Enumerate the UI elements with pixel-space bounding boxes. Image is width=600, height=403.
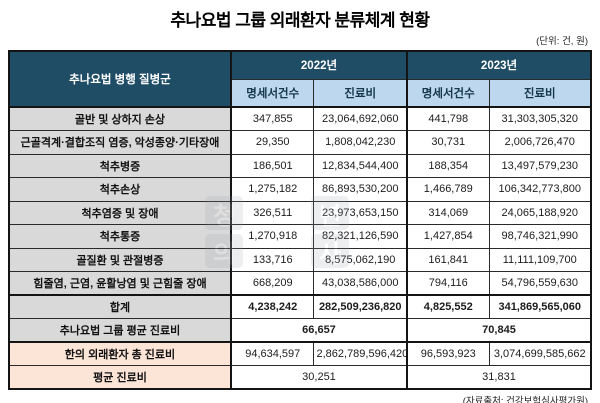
value-cell: 188,354 bbox=[406, 153, 490, 178]
disease-label: 척추통증 bbox=[8, 224, 232, 249]
disease-label: 골질환 및 관절병증 bbox=[8, 247, 232, 272]
disease-label: 척추병증 bbox=[8, 153, 232, 178]
value-cell: 30,731 bbox=[406, 130, 490, 155]
page-title: 추나요법 그룹 외래환자 분류체계 현황 bbox=[170, 11, 430, 30]
value-cell: 3,074,699,585,662 bbox=[488, 341, 592, 366]
table-row: 골반 및 상하지 손상 347,855 23,064,692,060 441,7… bbox=[8, 106, 592, 131]
value-cell: 1,270,918 bbox=[229, 224, 315, 249]
table-row: 척추병증 186,501 12,834,544,400 188,354 13,4… bbox=[8, 153, 592, 178]
column-header-cost-2023: 진료비 bbox=[488, 78, 592, 108]
value-cell: 98,746,321,990 bbox=[488, 224, 592, 249]
value-cell: 54,796,559,630 bbox=[488, 271, 592, 296]
column-header-year-2022: 2022년 bbox=[229, 50, 408, 80]
value-cell: 11,111,109,700 bbox=[488, 247, 592, 272]
value-cell: 441,798 bbox=[406, 106, 490, 131]
value-cell: 314,069 bbox=[406, 200, 490, 225]
value-cell: 341,869,565,060 bbox=[488, 294, 592, 319]
value-cell: 2,862,789,596,420 bbox=[313, 341, 408, 366]
value-cell: 31,831 bbox=[405, 365, 592, 390]
value-cell: 133,716 bbox=[229, 247, 315, 272]
value-cell: 29,350 bbox=[229, 130, 315, 155]
value-cell: 161,841 bbox=[406, 247, 490, 272]
value-cell: 43,038,586,000 bbox=[313, 271, 408, 296]
classification-table: 추나요법 병행 질병군 2022년 2023년 명세서건수 진료비 명세서건수 … bbox=[7, 50, 593, 390]
table-header-row-metrics: 명세서건수 진료비 명세서건수 진료비 bbox=[9, 78, 592, 108]
unit-note: (단위: 건, 원) bbox=[536, 36, 588, 47]
value-cell: 66,657 bbox=[229, 318, 408, 343]
table-row: 힘줄염, 근염, 윤활낭염 및 근힘줄 장애 668,209 43,038,58… bbox=[8, 271, 592, 296]
km-total-label: 한의 외래환자 총 진료비 bbox=[8, 341, 232, 366]
table-row: 근골격계·결합조직 염증, 악성종양·기타장애 29,350 1,808,042… bbox=[8, 130, 592, 155]
disease-label: 척추염증 및 장애 bbox=[8, 200, 232, 225]
table-row: 척추통증 1,270,918 82,321,126,590 1,427,854 … bbox=[8, 224, 592, 249]
value-cell: 1,275,182 bbox=[229, 177, 315, 202]
value-cell: 82,321,126,590 bbox=[313, 224, 408, 249]
group-average-row: 추나요법 그룹 평균 진료비 66,657 70,845 bbox=[8, 318, 592, 343]
value-cell: 668,209 bbox=[229, 271, 315, 296]
total-label: 합계 bbox=[8, 294, 232, 319]
value-cell: 4,825,552 bbox=[406, 294, 490, 319]
disease-label: 척추손상 bbox=[8, 177, 232, 202]
value-cell: 70,845 bbox=[405, 318, 592, 343]
average-row: 평균 진료비 30,251 31,831 bbox=[8, 365, 592, 390]
value-cell: 347,855 bbox=[229, 106, 315, 131]
value-cell: 282,509,236,820 bbox=[313, 294, 408, 319]
table-row: 척추염증 및 장애 326,511 23,973,653,150 314,069… bbox=[8, 200, 592, 225]
value-cell: 4,238,242 bbox=[229, 294, 315, 319]
value-cell: 186,501 bbox=[229, 153, 315, 178]
disease-label: 근골격계·결합조직 염증, 악성종양·기타장애 bbox=[8, 130, 232, 155]
total-row: 합계 4,238,242 282,509,236,820 4,825,552 3… bbox=[8, 294, 592, 319]
column-header-claims-2022: 명세서건수 bbox=[229, 78, 315, 108]
value-cell: 12,834,544,400 bbox=[313, 153, 408, 178]
column-header-claims-2023: 명세서건수 bbox=[406, 78, 490, 108]
value-cell: 30,251 bbox=[229, 365, 408, 390]
value-cell: 326,511 bbox=[229, 200, 315, 225]
group-average-label: 추나요법 그룹 평균 진료비 bbox=[8, 318, 232, 343]
value-cell: 794,116 bbox=[406, 271, 490, 296]
value-cell: 1,466,789 bbox=[406, 177, 490, 202]
table-row: 골질환 및 관절병증 133,716 8,575,062,190 161,841… bbox=[8, 247, 592, 272]
value-cell: 24,065,188,920 bbox=[488, 200, 592, 225]
value-cell: 31,303,305,320 bbox=[488, 106, 592, 131]
value-cell: 23,064,692,060 bbox=[313, 106, 408, 131]
table-row: 척추손상 1,275,182 86,893,530,200 1,466,789 … bbox=[8, 177, 592, 202]
table-header-row-years: 추나요법 병행 질병군 2022년 2023년 bbox=[8, 50, 592, 108]
value-cell: 86,893,530,200 bbox=[313, 177, 408, 202]
average-label: 평균 진료비 bbox=[8, 365, 232, 390]
value-cell: 8,575,062,190 bbox=[313, 247, 408, 272]
value-cell: 2,006,726,470 bbox=[488, 130, 592, 155]
km-total-row: 한의 외래환자 총 진료비 94,634,597 2,862,789,596,4… bbox=[8, 341, 592, 366]
column-header-year-2023: 2023년 bbox=[405, 50, 592, 80]
value-cell: 13,497,579,230 bbox=[488, 153, 592, 178]
column-header-cost-2022: 진료비 bbox=[313, 78, 408, 108]
value-cell: 96,593,923 bbox=[406, 341, 490, 366]
source-note: (자료출처: 건강보험심사평가원) bbox=[462, 396, 588, 403]
column-header-disease-group: 추나요법 병행 질병군 bbox=[8, 50, 232, 108]
value-cell: 94,634,597 bbox=[229, 341, 315, 366]
value-cell: 1,808,042,230 bbox=[313, 130, 408, 155]
disease-label: 골반 및 상하지 손상 bbox=[8, 106, 232, 131]
disease-label: 힘줄염, 근염, 윤활낭염 및 근힘줄 장애 bbox=[8, 271, 232, 296]
value-cell: 23,973,653,150 bbox=[313, 200, 408, 225]
value-cell: 106,342,773,800 bbox=[488, 177, 592, 202]
value-cell: 1,427,854 bbox=[406, 224, 490, 249]
